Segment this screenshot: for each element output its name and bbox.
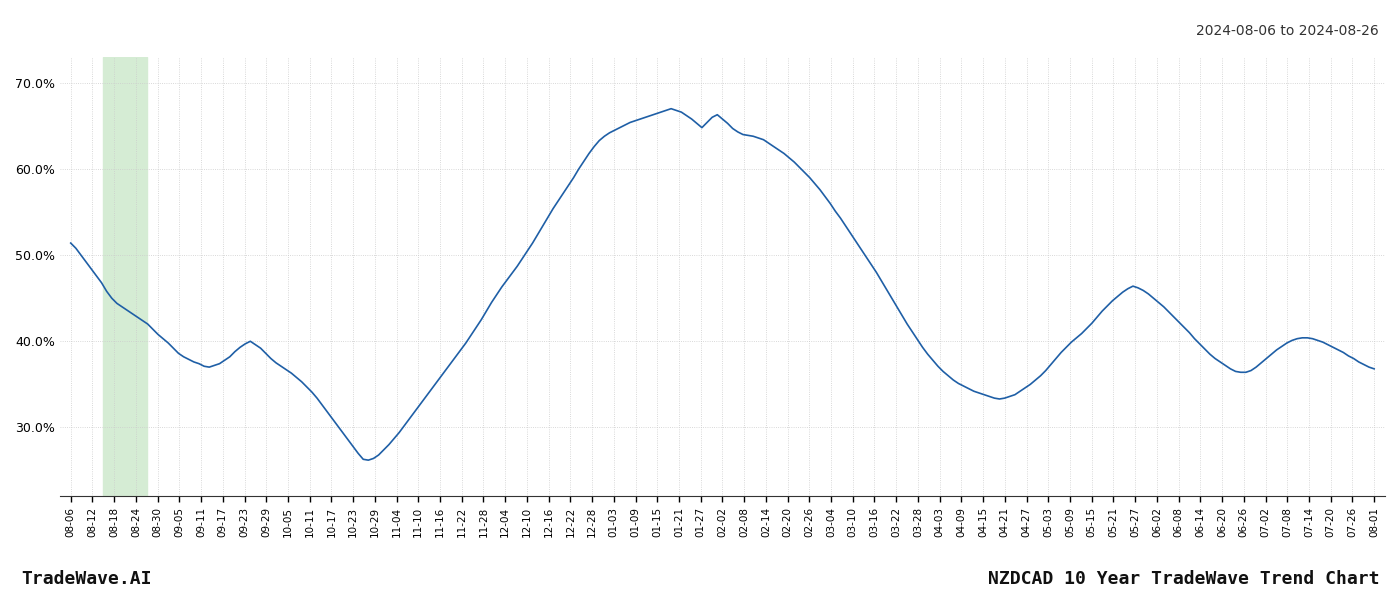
Text: 2024-08-06 to 2024-08-26: 2024-08-06 to 2024-08-26: [1196, 24, 1379, 38]
Bar: [104, 57, 147, 496]
Text: TradeWave.AI: TradeWave.AI: [21, 570, 151, 588]
Text: NZDCAD 10 Year TradeWave Trend Chart: NZDCAD 10 Year TradeWave Trend Chart: [987, 570, 1379, 588]
